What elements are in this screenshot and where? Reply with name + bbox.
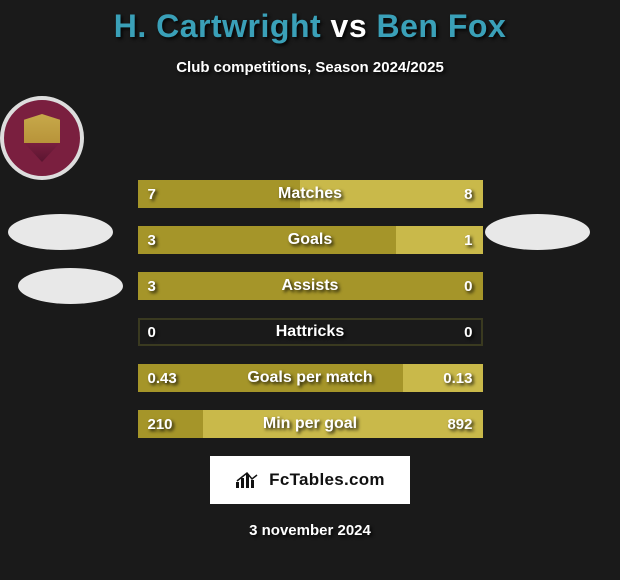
- stat-row: 0.430.13Goals per match: [138, 364, 483, 392]
- attribution-box: FcTables.com: [210, 456, 410, 504]
- shield-icon: [22, 114, 62, 162]
- club-badge-placeholder-right-top: [485, 214, 590, 250]
- club-badge-placeholder-left-bottom: [18, 268, 123, 304]
- stat-bar-right: [396, 226, 482, 254]
- attribution-text: FcTables.com: [269, 470, 385, 490]
- stat-bar-left: [138, 410, 204, 438]
- bar-chart-icon: [235, 470, 263, 490]
- stat-bar-left: [138, 180, 300, 208]
- stat-bar-right: [300, 180, 483, 208]
- stat-row: 78Matches: [138, 180, 483, 208]
- title-right-player: Ben Fox: [377, 8, 507, 44]
- stat-rows: 78Matches 31Goals 30Assists 00Hattricks 0.43…: [138, 180, 483, 438]
- title-vs: vs: [321, 8, 376, 44]
- title-left-player: H. Cartwright: [114, 8, 321, 44]
- stat-bar-left: [138, 364, 404, 392]
- stat-bar-right: [403, 364, 482, 392]
- stat-bar-left: [138, 272, 483, 300]
- comparison-chart: 78Matches 31Goals 30Assists 00Hattricks 0.43…: [0, 96, 620, 438]
- stat-row-empty-outline: [138, 318, 483, 346]
- club-badge-placeholder-left-top: [8, 214, 113, 250]
- club-crest-right: [0, 96, 84, 180]
- page-title: H. Cartwright vs Ben Fox: [0, 0, 620, 45]
- stat-row: 00Hattricks: [138, 318, 483, 346]
- stat-row: 30Assists: [138, 272, 483, 300]
- stat-row: 210892Min per goal: [138, 410, 483, 438]
- stat-bar-left: [138, 226, 397, 254]
- date-text: 3 november 2024: [0, 522, 620, 539]
- stat-row: 31Goals: [138, 226, 483, 254]
- stat-bar-right: [203, 410, 482, 438]
- subtitle: Club competitions, Season 2024/2025: [0, 59, 620, 76]
